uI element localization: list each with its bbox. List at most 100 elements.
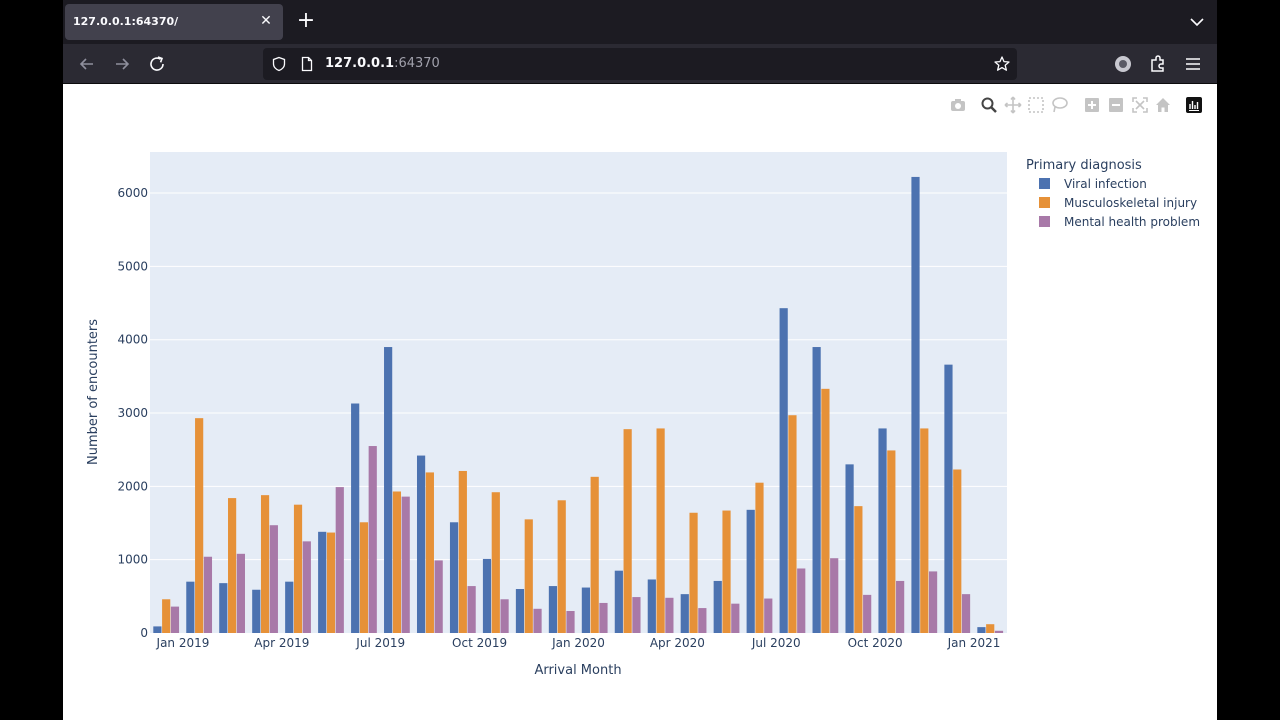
bar-musculoskeletal-injury[interactable]: [458, 470, 467, 633]
bar-viral-infection[interactable]: [845, 464, 854, 633]
bar-mental-health-problem[interactable]: [170, 606, 180, 633]
bar-viral-infection[interactable]: [680, 594, 689, 633]
bar-musculoskeletal-injury[interactable]: [557, 500, 566, 633]
menu-icon[interactable]: [1181, 52, 1205, 76]
bar-mental-health-problem[interactable]: [961, 594, 971, 633]
bar-viral-infection[interactable]: [416, 455, 426, 633]
bar-viral-infection[interactable]: [482, 558, 492, 633]
bar-musculoskeletal-injury[interactable]: [162, 599, 171, 633]
bar-viral-infection[interactable]: [384, 347, 393, 633]
bar-viral-infection[interactable]: [548, 586, 558, 633]
bar-musculoskeletal-injury[interactable]: [623, 429, 632, 633]
bar-viral-infection[interactable]: [746, 509, 755, 633]
bar-musculoskeletal-injury[interactable]: [755, 482, 764, 633]
account-icon[interactable]: [1111, 52, 1135, 76]
bar-viral-infection[interactable]: [812, 347, 821, 633]
bar-musculoskeletal-injury[interactable]: [986, 624, 995, 633]
bar-musculoskeletal-injury[interactable]: [689, 512, 698, 633]
bar-mental-health-problem[interactable]: [863, 594, 872, 633]
box-select-icon[interactable]: [1027, 96, 1045, 114]
bar-mental-health-problem[interactable]: [994, 630, 1004, 633]
bar-mental-health-problem[interactable]: [896, 580, 905, 633]
bar-mental-health-problem[interactable]: [500, 599, 509, 633]
bar-viral-infection[interactable]: [779, 308, 788, 633]
zoom-in-icon[interactable]: [1083, 96, 1101, 114]
home-icon[interactable]: [1154, 96, 1172, 114]
bar-musculoskeletal-injury[interactable]: [656, 428, 665, 633]
back-icon[interactable]: [75, 52, 99, 76]
bar-mental-health-problem[interactable]: [928, 571, 938, 633]
bar-musculoskeletal-injury[interactable]: [326, 532, 336, 633]
bar-mental-health-problem[interactable]: [467, 586, 476, 633]
bar-musculoskeletal-injury[interactable]: [590, 476, 599, 633]
bar-musculoskeletal-injury[interactable]: [722, 510, 731, 633]
bar-mental-health-problem[interactable]: [830, 558, 839, 633]
bar-viral-infection[interactable]: [944, 364, 953, 633]
legend-label[interactable]: Mental health problem: [1064, 215, 1200, 229]
bar-musculoskeletal-injury[interactable]: [788, 415, 797, 633]
bar-mental-health-problem[interactable]: [698, 608, 707, 633]
bar-viral-infection[interactable]: [647, 579, 656, 633]
bar-viral-infection[interactable]: [449, 522, 459, 633]
bar-musculoskeletal-injury[interactable]: [524, 519, 533, 633]
bar-viral-infection[interactable]: [186, 581, 195, 633]
bar-musculoskeletal-injury[interactable]: [228, 498, 237, 633]
bar-viral-infection[interactable]: [219, 583, 228, 633]
reload-icon[interactable]: [145, 52, 169, 76]
legend-label[interactable]: Musculoskeletal injury: [1064, 196, 1197, 210]
chevron-down-icon[interactable]: [1187, 12, 1207, 32]
bar-mental-health-problem[interactable]: [599, 602, 608, 633]
bar-viral-infection[interactable]: [878, 428, 887, 633]
bar-musculoskeletal-injury[interactable]: [920, 428, 929, 633]
extensions-icon[interactable]: [1146, 52, 1170, 76]
bar-mental-health-problem[interactable]: [269, 525, 278, 633]
bar-mental-health-problem[interactable]: [401, 496, 410, 633]
legend-swatch[interactable]: [1039, 216, 1050, 227]
bar-mental-health-problem[interactable]: [236, 553, 245, 633]
bar-musculoskeletal-injury[interactable]: [854, 506, 863, 633]
bar-mental-health-problem[interactable]: [203, 556, 213, 633]
bar-musculoskeletal-injury[interactable]: [887, 450, 896, 633]
bar-musculoskeletal-injury[interactable]: [359, 522, 369, 633]
plotly-logo-icon[interactable]: [1185, 96, 1203, 114]
legend-swatch[interactable]: [1039, 197, 1050, 208]
bar-viral-infection[interactable]: [153, 626, 162, 633]
bar-musculoskeletal-injury[interactable]: [392, 491, 402, 633]
bar-mental-health-problem[interactable]: [665, 597, 674, 633]
close-tab-icon[interactable]: ✕: [260, 13, 272, 29]
autoscale-icon[interactable]: [1131, 96, 1149, 114]
bar-viral-infection[interactable]: [515, 589, 525, 633]
bar-mental-health-problem[interactable]: [632, 597, 641, 633]
bar-viral-infection[interactable]: [713, 580, 722, 633]
bar-mental-health-problem[interactable]: [335, 487, 344, 633]
browser-tab[interactable]: 127.0.0.1:64370/ ✕: [65, 4, 283, 40]
bar-viral-infection[interactable]: [318, 531, 327, 633]
bar-mental-health-problem[interactable]: [797, 568, 806, 633]
bar-mental-health-problem[interactable]: [731, 603, 740, 633]
zoom-out-icon[interactable]: [1107, 96, 1125, 114]
bar-viral-infection[interactable]: [911, 176, 920, 633]
bar-viral-infection[interactable]: [614, 570, 623, 633]
forward-icon[interactable]: [110, 52, 134, 76]
shield-icon[interactable]: [271, 56, 287, 72]
bookmark-star-icon[interactable]: [993, 55, 1011, 73]
url-text[interactable]: 127.0.0.1:64370: [325, 56, 440, 71]
url-bar[interactable]: 127.0.0.1:64370: [263, 48, 1017, 80]
bar-mental-health-problem[interactable]: [434, 560, 443, 633]
lasso-select-icon[interactable]: [1051, 96, 1069, 114]
bar-mental-health-problem[interactable]: [566, 611, 575, 633]
bar-musculoskeletal-injury[interactable]: [260, 495, 270, 633]
bar-musculoskeletal-injury[interactable]: [195, 418, 204, 633]
pan-icon[interactable]: [1004, 96, 1022, 114]
legend-label[interactable]: Viral infection: [1064, 177, 1147, 191]
bar-musculoskeletal-injury[interactable]: [491, 492, 500, 633]
bar-musculoskeletal-injury[interactable]: [821, 388, 830, 633]
camera-icon[interactable]: [949, 96, 967, 114]
bar-viral-infection[interactable]: [252, 589, 261, 633]
bar-mental-health-problem[interactable]: [302, 541, 311, 633]
bar-viral-infection[interactable]: [285, 581, 294, 633]
legend-swatch[interactable]: [1039, 178, 1050, 189]
bar-viral-infection[interactable]: [581, 587, 590, 633]
bar-mental-health-problem[interactable]: [368, 446, 377, 633]
bar-mental-health-problem[interactable]: [533, 608, 542, 633]
